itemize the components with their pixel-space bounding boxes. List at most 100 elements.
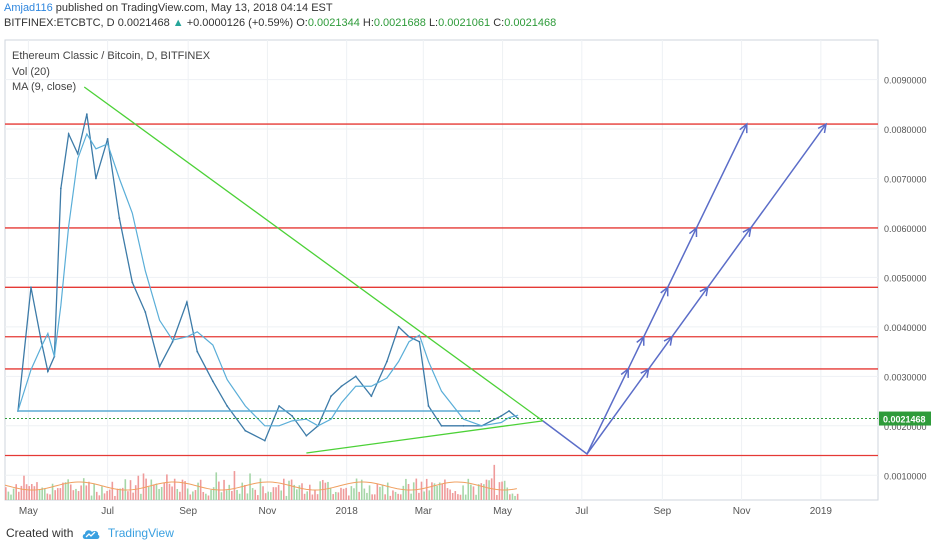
- legend-title: Ethereum Classic / Bitcoin, D, BITFINEX: [12, 50, 211, 62]
- volume-bar: [316, 494, 319, 500]
- volume-bar: [88, 481, 90, 500]
- price-line: [17, 114, 519, 442]
- price-point: [354, 375, 357, 378]
- price-point: [46, 370, 49, 373]
- price-point: [330, 395, 332, 398]
- price-point: [171, 340, 174, 343]
- volume-bar: [355, 478, 358, 500]
- volume-bar: [480, 483, 483, 500]
- volume-bar: [160, 486, 163, 500]
- volume-bar: [506, 487, 509, 500]
- volume-bar: [360, 479, 363, 500]
- volume-bar: [498, 482, 501, 500]
- price-point: [340, 385, 343, 388]
- volume-bar: [475, 494, 477, 500]
- last-price-label: 0.0021468: [883, 415, 926, 425]
- plot-area: [4, 39, 879, 501]
- volume-ma-line: [4, 481, 517, 491]
- volume-bar: [51, 483, 54, 500]
- volume-bar: [444, 479, 446, 500]
- price-point: [76, 152, 79, 155]
- price-chart[interactable]: 0.0010000 0.0020000 0.0030000 0.0040000 0.00…: [0, 0, 932, 520]
- published-text: published on TradingView.com, May 13, 20…: [55, 2, 333, 14]
- price-point: [462, 424, 465, 427]
- price-point: [244, 429, 247, 432]
- author-link[interactable]: Amjad116: [4, 2, 53, 14]
- close-label: C:: [493, 17, 505, 29]
- price-point: [158, 365, 161, 368]
- volume-bar: [412, 482, 415, 500]
- volume-bar: [454, 491, 457, 500]
- volume-bar: [80, 485, 82, 500]
- volume-bar: [425, 478, 428, 500]
- x-tick-label: Nov: [733, 506, 751, 517]
- volume-bar: [371, 494, 373, 500]
- y-tick-label: 0.0070000: [884, 174, 927, 184]
- volume-bar: [345, 487, 347, 500]
- projection-arrowhead: [640, 367, 650, 378]
- x-tick-label: 2019: [810, 506, 833, 517]
- volume-bar: [220, 492, 223, 500]
- y-tick-label: 0.0090000: [884, 76, 927, 86]
- volume-bar: [394, 491, 397, 500]
- volume-bar: [38, 489, 41, 500]
- volume-bar: [192, 491, 194, 500]
- volume-bar: [10, 494, 12, 500]
- trendline[interactable]: [83, 86, 544, 422]
- price-point: [263, 439, 266, 442]
- volume-bar: [134, 485, 137, 500]
- volume-bar: [210, 489, 212, 500]
- volume-bar: [280, 490, 283, 500]
- last-value: 0.0021468: [117, 17, 170, 29]
- volume-bar: [386, 482, 389, 500]
- volume-bar: [241, 482, 244, 500]
- created-with-text: Created with: [6, 526, 74, 540]
- volume-bar: [418, 492, 420, 500]
- trendline[interactable]: [306, 420, 543, 454]
- volume-bar: [420, 481, 423, 500]
- volume-bar: [347, 495, 350, 500]
- volume-bar: [15, 484, 17, 500]
- volume-bar: [342, 488, 345, 500]
- x-tick-label: Sep: [653, 506, 671, 517]
- volume-bar: [163, 483, 166, 500]
- price-point: [131, 281, 134, 284]
- price-point: [500, 415, 503, 417]
- volume-bar: [358, 491, 360, 500]
- volume-bar: [467, 478, 470, 500]
- projection-arrowhead: [742, 226, 752, 237]
- volume-bar: [111, 481, 114, 500]
- volume-bar: [402, 485, 405, 500]
- volume-bar: [5, 487, 7, 500]
- volume-bar: [184, 481, 186, 500]
- volume-bar: [98, 495, 101, 500]
- x-tick-label: Nov: [259, 506, 277, 517]
- volume-bar: [82, 478, 85, 500]
- volume-bar: [392, 490, 394, 500]
- volume-bar: [173, 478, 176, 500]
- volume-bar: [485, 479, 488, 500]
- volume-bar: [379, 486, 381, 500]
- volume-bar: [147, 487, 150, 500]
- volume-bar: [150, 479, 153, 500]
- projection-arrowhead: [636, 335, 645, 346]
- volume-bar: [12, 488, 15, 500]
- volume-bar: [428, 490, 431, 500]
- volume-bar: [212, 487, 215, 500]
- volume-bar: [145, 478, 147, 500]
- tradingview-link[interactable]: TradingView: [107, 526, 174, 540]
- volume-bar: [194, 490, 197, 500]
- change-up-arrow-icon: ▲: [172, 17, 184, 29]
- volume-bar: [186, 488, 189, 500]
- ma-line: [17, 132, 519, 427]
- volume-bar: [423, 491, 425, 500]
- volume-bar: [69, 484, 72, 500]
- volume-bar: [384, 494, 386, 500]
- price-point: [226, 405, 229, 407]
- x-tick-label: 2018: [336, 506, 359, 517]
- volume-bar: [233, 471, 236, 500]
- volume-bar: [218, 481, 220, 500]
- volume-bar: [272, 487, 275, 500]
- projection-path[interactable]: [586, 123, 827, 455]
- volume-bar: [285, 495, 288, 500]
